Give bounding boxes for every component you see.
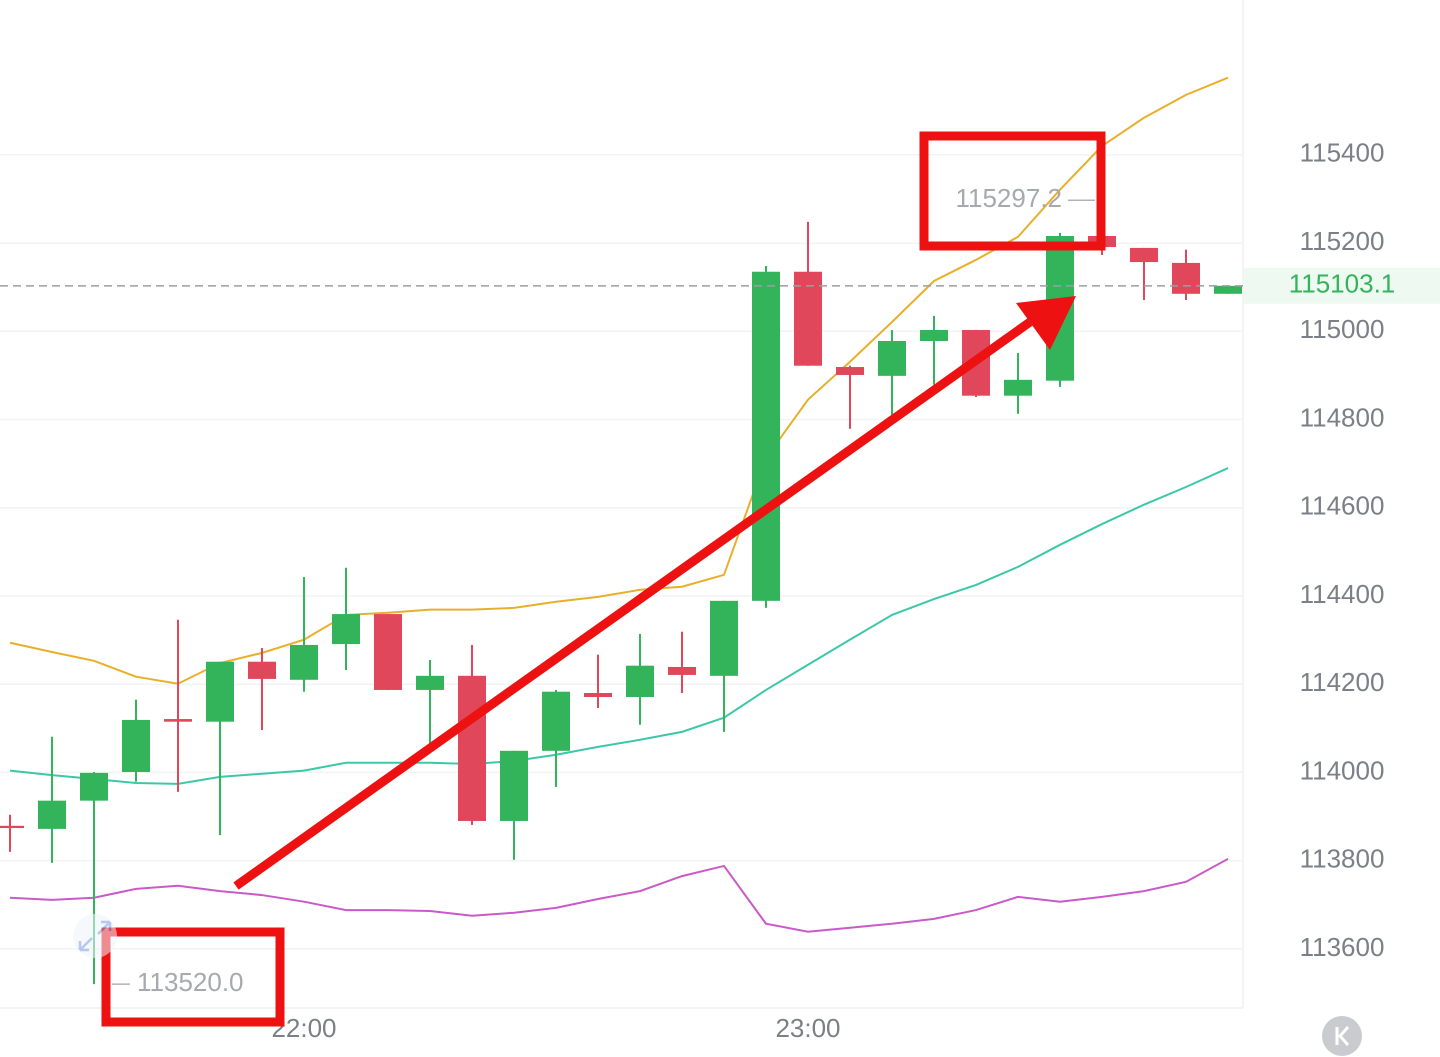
candle-body [38,800,66,829]
indicator-line [9,858,1229,933]
candle-body [500,750,528,821]
candle-body [206,661,234,722]
y-tick-label: 115000 [1300,314,1385,344]
y-tick-label: 115200 [1300,226,1385,256]
y-tick-label: 114800 [1300,402,1385,432]
candle-body [542,691,570,751]
y-tick-label: 114600 [1300,491,1385,521]
candle-body [1130,247,1158,263]
y-tick-label: 114200 [1300,667,1385,697]
candle-body [332,614,360,645]
expand-icon[interactable] [73,914,117,958]
button-glyph[interactable] [1335,1026,1350,1046]
k-button[interactable] [1322,1016,1362,1056]
last-price-bg [1244,267,1440,304]
candle-body [836,367,864,375]
candle-body [752,271,780,601]
highlight-box [101,927,285,1027]
overlay: 115297.2 113520.0 [73,131,1362,1056]
y-tick-label: 113600 [1300,932,1385,962]
candle-body [248,661,276,679]
candle-body [122,719,150,772]
candle-body [80,772,108,801]
candle-body [416,675,444,690]
candle-body [0,825,24,829]
low-marker-label: 113520.0 [137,967,244,997]
candle-body [710,600,738,676]
icon-bg[interactable] [73,914,117,958]
candle-body [1004,379,1032,396]
icon-glyph[interactable] [78,920,112,952]
candle-body [668,667,696,675]
y-tick-label: 113800 [1300,844,1385,874]
candle-body [878,340,906,376]
indicator-line [9,467,1229,785]
candle-body [374,614,402,690]
candle-body [920,329,948,341]
candle-body [1214,285,1242,294]
y-tick-label: 115400 [1300,138,1385,168]
y-tick-label: 114000 [1300,755,1385,785]
highlight-box [919,131,1106,251]
candle-body [794,271,822,366]
trend-arrow [233,318,1033,890]
candle-body [626,665,654,697]
x-tick-label: 23:00 [775,1013,840,1043]
candle-body [458,675,486,821]
candle-body [164,719,192,722]
candle-body [290,644,318,680]
high-marker-label: 115297.2 [955,183,1062,213]
arrow-head [1016,296,1076,350]
candle-body [584,693,612,697]
last-price-label: 115103.1 [1289,269,1396,299]
y-tick-label: 114400 [1300,579,1385,609]
candle-body [1172,262,1200,294]
